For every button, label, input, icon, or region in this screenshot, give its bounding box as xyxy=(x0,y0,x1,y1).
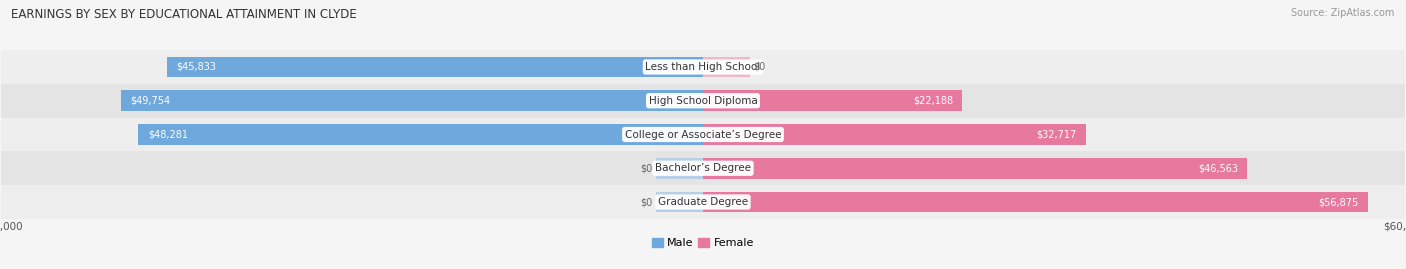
Text: $49,754: $49,754 xyxy=(131,96,170,106)
Text: $0: $0 xyxy=(754,62,765,72)
Bar xyxy=(703,56,749,77)
Bar xyxy=(703,124,1085,145)
Bar xyxy=(167,56,703,77)
Text: $0: $0 xyxy=(641,163,652,173)
Bar xyxy=(703,192,1368,213)
Bar xyxy=(138,124,703,145)
Text: $22,188: $22,188 xyxy=(912,96,953,106)
Text: Bachelor’s Degree: Bachelor’s Degree xyxy=(655,163,751,173)
Text: $0: $0 xyxy=(641,197,652,207)
Text: $56,875: $56,875 xyxy=(1319,197,1358,207)
Bar xyxy=(657,192,703,213)
Text: Graduate Degree: Graduate Degree xyxy=(658,197,748,207)
Bar xyxy=(657,158,703,179)
Text: EARNINGS BY SEX BY EDUCATIONAL ATTAINMENT IN CLYDE: EARNINGS BY SEX BY EDUCATIONAL ATTAINMEN… xyxy=(11,8,357,21)
Bar xyxy=(1,118,1405,151)
Bar xyxy=(1,151,1405,185)
Text: Source: ZipAtlas.com: Source: ZipAtlas.com xyxy=(1291,8,1395,18)
Bar xyxy=(1,50,1405,84)
Bar xyxy=(121,90,703,111)
Bar xyxy=(1,84,1405,118)
Text: High School Diploma: High School Diploma xyxy=(648,96,758,106)
Legend: Male, Female: Male, Female xyxy=(647,234,759,253)
Text: Less than High School: Less than High School xyxy=(645,62,761,72)
Bar xyxy=(703,90,963,111)
Text: $45,833: $45,833 xyxy=(176,62,217,72)
Bar xyxy=(1,185,1405,219)
Bar xyxy=(703,158,1247,179)
Text: $48,281: $48,281 xyxy=(148,129,188,140)
Text: $32,717: $32,717 xyxy=(1036,129,1076,140)
Text: $46,563: $46,563 xyxy=(1198,163,1239,173)
Text: College or Associate’s Degree: College or Associate’s Degree xyxy=(624,129,782,140)
